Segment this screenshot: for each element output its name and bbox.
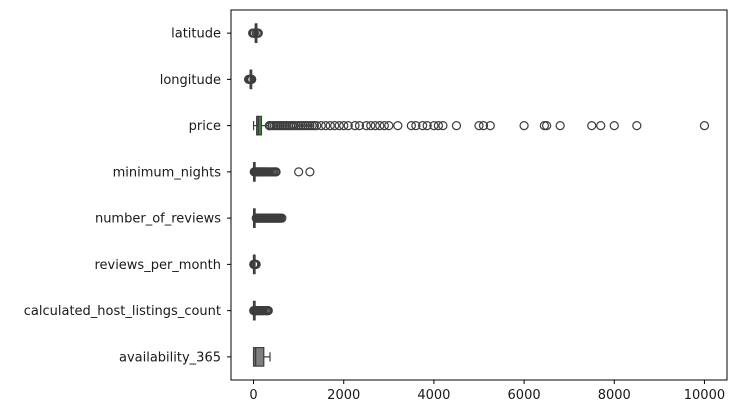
outlier-point <box>350 121 360 131</box>
x-axis-ticks: 0 2000 4000 6000 8000 10000 <box>249 380 725 403</box>
outlier-point <box>334 121 344 131</box>
outlier-point <box>325 121 335 131</box>
category-label: latitude <box>171 27 221 42</box>
outlier-point <box>316 121 326 131</box>
category-label: number_of_reviews <box>95 212 221 227</box>
box-iqr <box>256 115 263 136</box>
outlier-point <box>429 121 439 131</box>
outlier-point <box>271 167 281 177</box>
outlier-point <box>474 121 484 131</box>
outlier-point <box>253 28 263 38</box>
outlier-point <box>542 121 552 131</box>
outlier-point <box>251 259 261 269</box>
outlier-point <box>519 121 529 131</box>
outlier-point <box>393 121 403 131</box>
category-label: availability_365 <box>119 350 221 365</box>
outlier-point <box>422 121 432 131</box>
outlier-point <box>587 121 597 131</box>
outlier-point <box>632 121 642 131</box>
outlier-point <box>312 121 322 131</box>
box-price <box>252 115 710 136</box>
outlier-point <box>418 121 428 131</box>
outlier-point <box>609 121 619 131</box>
outlier-point <box>478 121 489 131</box>
category-labels: latitude longitude price minimum_nightsnumb… <box>24 27 231 365</box>
outlier-point <box>330 121 340 131</box>
x-tick-label: 8000 <box>598 388 631 403</box>
box-availability-365 <box>252 347 271 367</box>
outlier-point <box>555 121 565 131</box>
outlier-point <box>294 167 304 177</box>
outlier-point <box>485 121 495 131</box>
box-longitude <box>243 69 257 90</box>
outlier-point <box>451 121 462 131</box>
outlier-point <box>339 121 349 131</box>
outlier-point <box>379 121 389 131</box>
outlier-point <box>305 167 315 177</box>
box-calculated-host-listings-count <box>249 300 273 321</box>
outlier-point <box>263 306 273 316</box>
outlier-point <box>699 121 710 131</box>
outlier-point <box>433 121 444 131</box>
outlier-point <box>361 121 371 131</box>
x-tick-label: 2000 <box>327 388 360 403</box>
x-tick-label: 4000 <box>417 388 450 403</box>
outlier-point <box>411 121 421 131</box>
outlier-point <box>438 121 448 131</box>
outlier-point <box>343 121 353 131</box>
outlier-point <box>370 121 380 131</box>
category-label: reviews_per_month <box>94 258 221 273</box>
category-label: calculated_host_listings_count <box>24 304 221 319</box>
box-number-of-reviews <box>251 208 287 228</box>
outlier-point <box>375 121 385 131</box>
x-tick-label: 6000 <box>508 388 541 403</box>
outlier-point <box>406 121 416 131</box>
box-latitude <box>248 23 263 43</box>
x-tick-label: 0 <box>249 388 257 403</box>
category-label: price <box>189 119 221 134</box>
plot-area <box>243 23 710 367</box>
outlier-point <box>384 121 394 131</box>
outlier-point <box>596 121 606 131</box>
box-iqr <box>252 347 265 367</box>
box-minimum-nights <box>249 162 315 182</box>
outlier-point <box>247 74 257 84</box>
outlier-point <box>277 213 287 223</box>
category-label: minimum_nights <box>113 165 222 180</box>
x-tick-label: 10000 <box>684 388 725 403</box>
outlier-point <box>354 121 365 131</box>
category-label: longitude <box>160 73 221 88</box>
box-reviews-per-month <box>249 254 261 275</box>
plot-frame <box>230 9 728 381</box>
outlier-point <box>366 121 376 131</box>
outlier-point <box>321 121 331 131</box>
